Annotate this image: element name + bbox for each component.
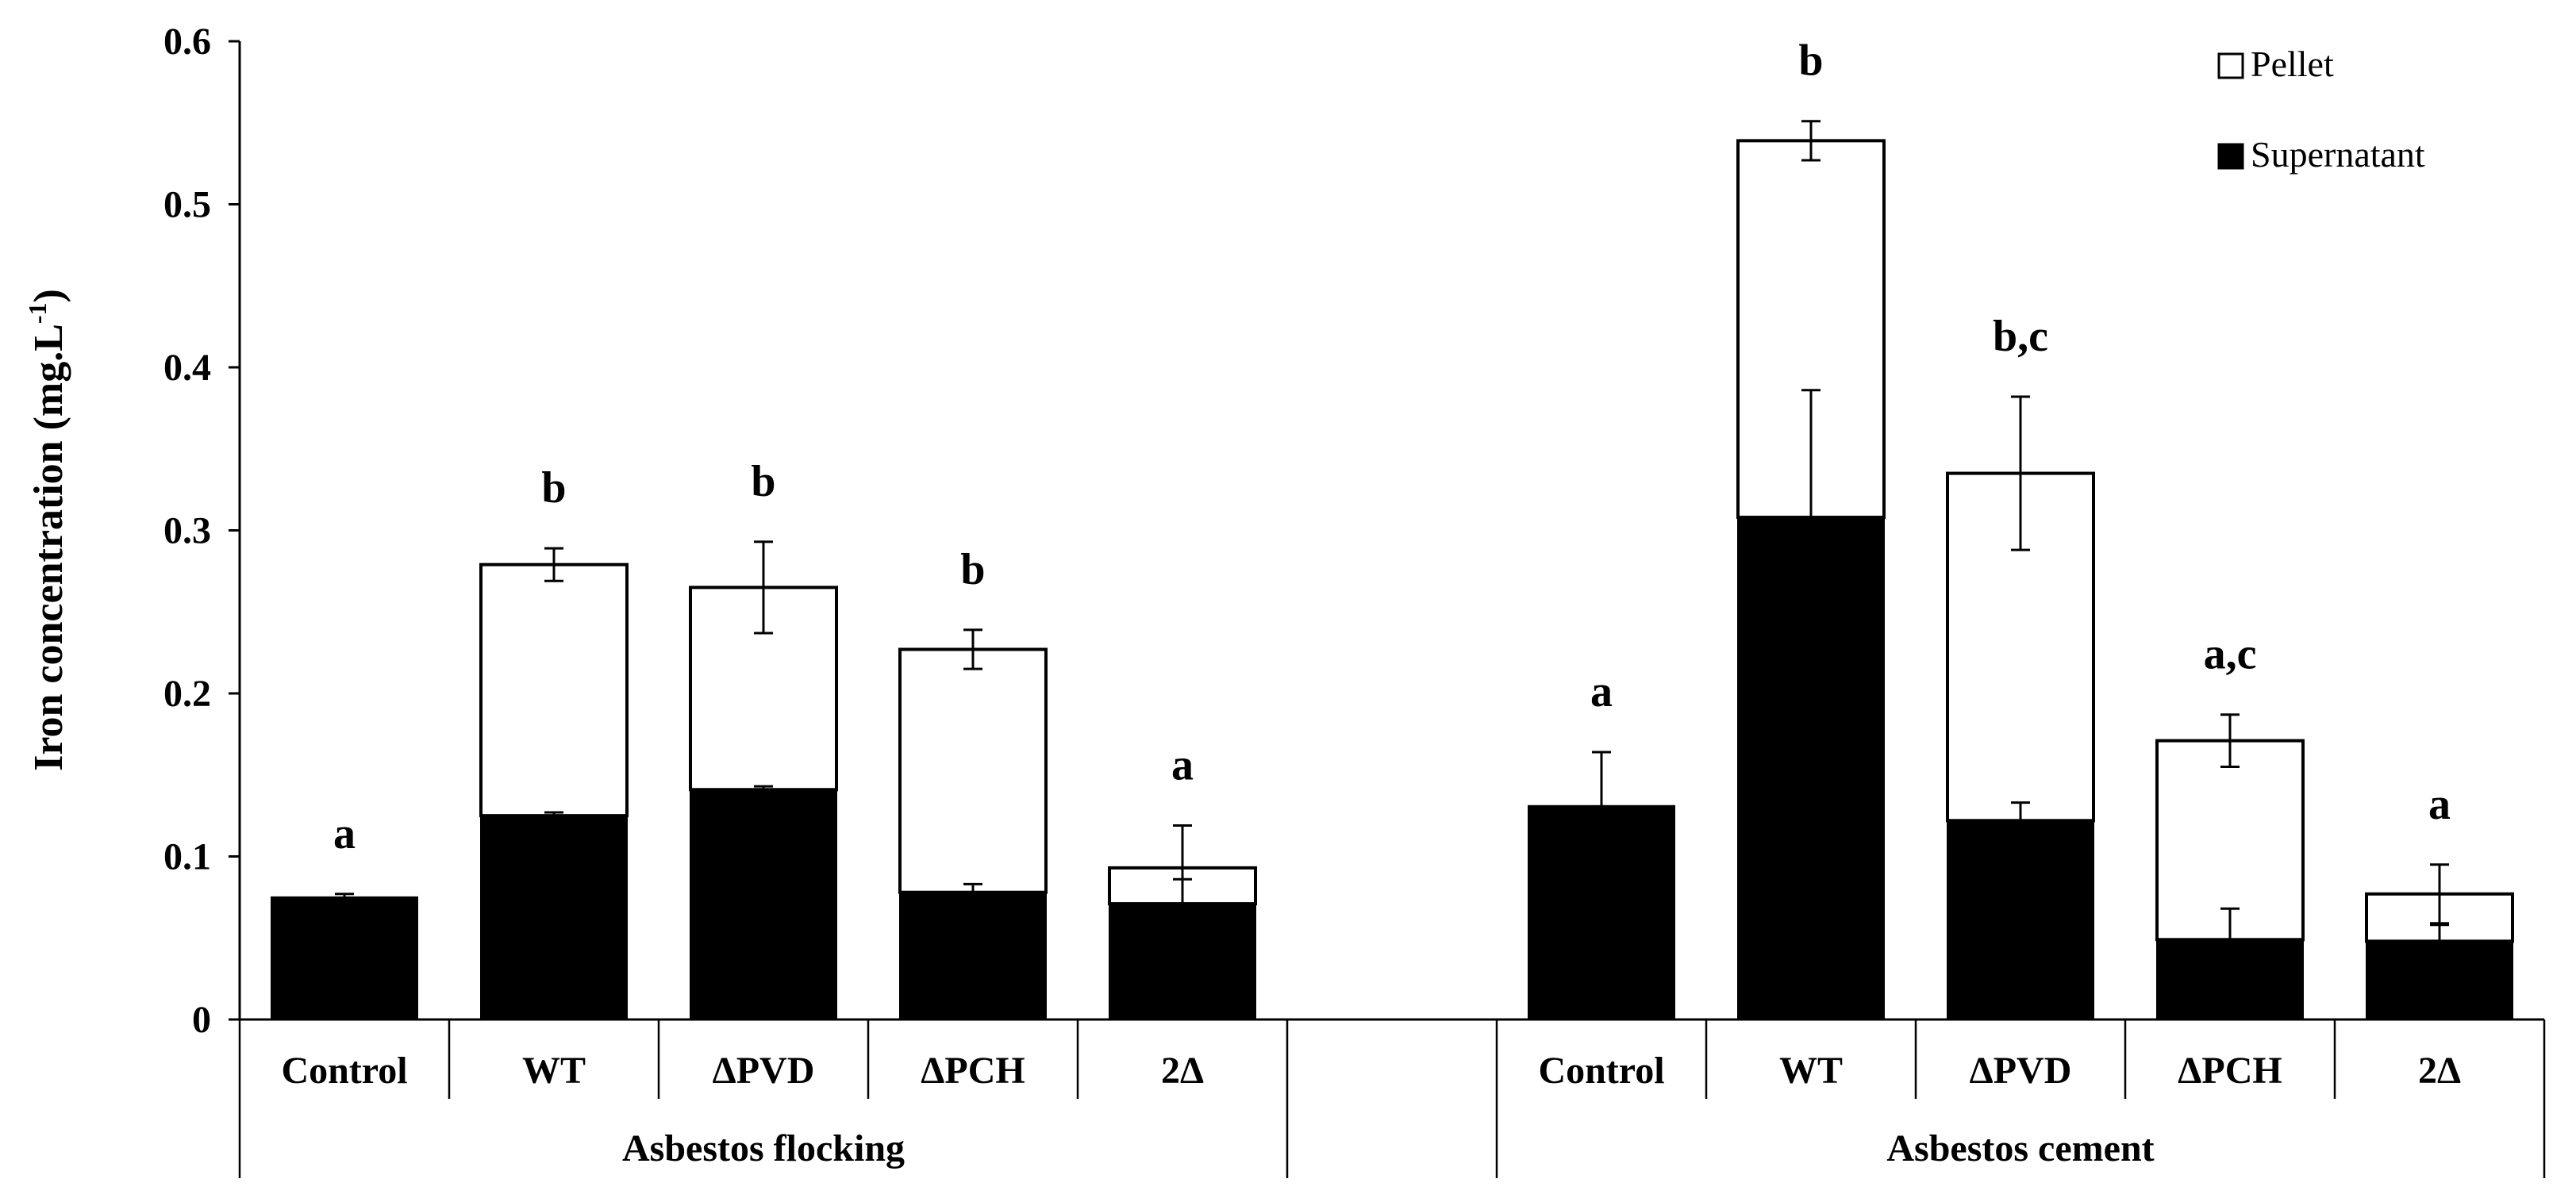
pellet-bar [2155,739,2305,942]
supernatant-bar [271,896,418,1020]
category-label: ΔPCH [921,1050,1025,1092]
y-tick-label: 0.1 [163,836,211,878]
pellet-bar [898,647,1048,894]
supernatant-bar [480,815,628,1020]
category-label: WT [1779,1050,1843,1092]
legend-swatch-pellet [2217,52,2244,79]
significance-letter: b,c [1993,312,2048,361]
y-tick-label: 0.6 [163,21,211,63]
category-label: ΔPCH [2178,1050,2282,1092]
significance-letter: a [2428,780,2451,829]
category-label: ΔPVD [713,1050,815,1092]
supernatant-bar [899,891,1047,1020]
legend-swatch-supernatant [2217,143,2244,170]
category-label: 2Δ [2418,1050,2461,1092]
supernatant-bar [690,789,837,1020]
y-tick-label: 0.4 [163,347,211,389]
y-axis-title-superscript: -1 [23,302,52,324]
significance-letter: b [960,545,985,594]
significance-letter: a [1590,667,1613,716]
y-tick-label: 0.3 [163,510,211,552]
group-label: Asbestos flocking [622,1127,905,1169]
y-tick-label: 0 [192,999,211,1041]
significance-letter: a,c [2204,630,2257,679]
y-axis-title-main: Iron concentration (mg.L [26,324,71,771]
pellet-bar [689,586,838,792]
y-tick-label: 0.5 [163,184,211,226]
legend-label-pellet: Pellet [2251,44,2334,84]
pellet-bar [479,563,629,818]
category-label: ΔPVD [1970,1050,2072,1092]
category-label: 2Δ [1161,1050,1204,1092]
significance-letter: a [333,809,356,858]
category-label: Control [1538,1050,1664,1092]
supernatant-bar [1947,820,2094,1021]
y-axis-title: Iron concentration (mg.L-1) [23,289,71,771]
category-label: WT [522,1050,586,1092]
category-label: Control [281,1050,407,1092]
significance-letter: b [1798,36,1823,86]
y-axis-title-close: ) [26,289,71,302]
significance-letter: a [1171,740,1194,789]
significance-letter: b [541,463,566,513]
significance-letter: b [751,457,775,506]
group-label: Asbestos cement [1886,1127,2154,1169]
legend-label-supernatant: Supernatant [2251,134,2425,175]
y-tick-label: 0.2 [163,673,211,715]
